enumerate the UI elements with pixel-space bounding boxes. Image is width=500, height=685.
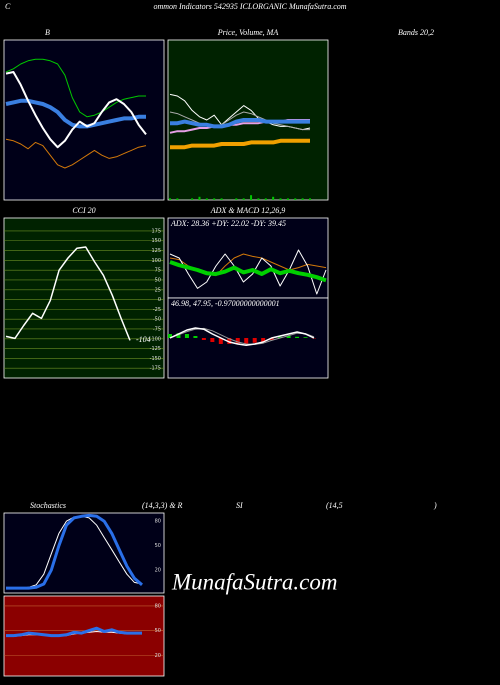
volume-bar bbox=[280, 198, 282, 200]
y-tick-label: -100 bbox=[150, 336, 161, 342]
volume-bar bbox=[265, 198, 267, 200]
y-tick-label: 50 bbox=[155, 543, 161, 549]
histogram-bar bbox=[210, 338, 214, 342]
histogram-bar bbox=[253, 338, 257, 343]
volume-bar bbox=[176, 198, 178, 200]
value-label: -104 bbox=[136, 335, 151, 344]
y-tick-label: -175 bbox=[150, 366, 161, 372]
y-tick-label: 25 bbox=[155, 287, 161, 293]
volume-bar bbox=[250, 195, 252, 200]
histogram-bar bbox=[304, 337, 308, 338]
panel-label: B bbox=[45, 28, 50, 37]
y-tick-label: -150 bbox=[150, 356, 161, 362]
histogram-bar bbox=[202, 338, 206, 340]
panel-label: Stochastics bbox=[30, 501, 66, 510]
panel bbox=[4, 596, 164, 676]
y-tick-label: 50 bbox=[155, 628, 161, 634]
volume-bar bbox=[243, 198, 245, 200]
panel bbox=[168, 218, 328, 298]
y-tick-label: -50 bbox=[153, 317, 161, 323]
panel bbox=[4, 218, 164, 378]
y-tick-label: 100 bbox=[151, 258, 161, 264]
y-tick-label: 20 bbox=[155, 653, 161, 659]
y-tick-label: 0 bbox=[158, 297, 161, 303]
volume-bar bbox=[213, 198, 215, 200]
volume-bar bbox=[272, 197, 274, 200]
histogram-bar bbox=[193, 336, 197, 338]
header-title: ommon Indicators 542935 ICLORGANIC Munaf… bbox=[153, 2, 346, 11]
watermark: MunafaSutra.com bbox=[171, 569, 337, 594]
y-tick-label: 75 bbox=[155, 268, 161, 274]
volume-bar bbox=[302, 198, 304, 200]
volume-bar bbox=[287, 198, 289, 200]
y-tick-label: -75 bbox=[153, 326, 161, 332]
y-tick-label: 20 bbox=[155, 568, 161, 574]
volume-bar bbox=[309, 198, 311, 200]
volume-bar bbox=[198, 197, 200, 200]
panel-label: CCI 20 bbox=[72, 206, 95, 215]
histogram-bar bbox=[185, 334, 189, 338]
volume-bar bbox=[206, 198, 208, 200]
y-tick-label: 80 bbox=[155, 519, 161, 525]
panel-label: (14,5 bbox=[326, 501, 343, 510]
y-tick-label: -125 bbox=[150, 346, 161, 352]
panel-label: Price, Volume, MA bbox=[217, 28, 279, 37]
header-initial: C bbox=[5, 2, 11, 11]
y-tick-label: 175 bbox=[151, 228, 161, 234]
panel-label: ADX & MACD 12,26,9 bbox=[210, 206, 285, 215]
y-tick-label: 50 bbox=[155, 277, 161, 283]
y-tick-label: 150 bbox=[151, 238, 161, 244]
volume-bar bbox=[257, 198, 259, 200]
volume-bar bbox=[221, 198, 223, 200]
volume-bar bbox=[294, 198, 296, 200]
y-tick-label: -25 bbox=[153, 307, 161, 313]
panel-annotation: ADX: 28.36 +DY: 22.02 -DY: 39.45 bbox=[170, 219, 286, 228]
panel-label: ) bbox=[433, 501, 437, 510]
volume-bar bbox=[169, 198, 171, 200]
panel-label: Bands 20,2 bbox=[398, 28, 434, 37]
volume-bar bbox=[235, 198, 237, 200]
histogram-bar bbox=[295, 337, 299, 338]
panel-label: SI bbox=[236, 501, 243, 510]
panel bbox=[4, 513, 164, 593]
volume-bar bbox=[191, 198, 193, 200]
panel-annotation: 46.98, 47.95, -0.97000000000001 bbox=[171, 299, 280, 308]
histogram-bar bbox=[244, 338, 248, 344]
panel-label: (14,3,3) & R bbox=[142, 501, 183, 510]
y-tick-label: 125 bbox=[151, 248, 161, 254]
y-tick-label: 80 bbox=[155, 603, 161, 609]
panel bbox=[4, 40, 164, 200]
